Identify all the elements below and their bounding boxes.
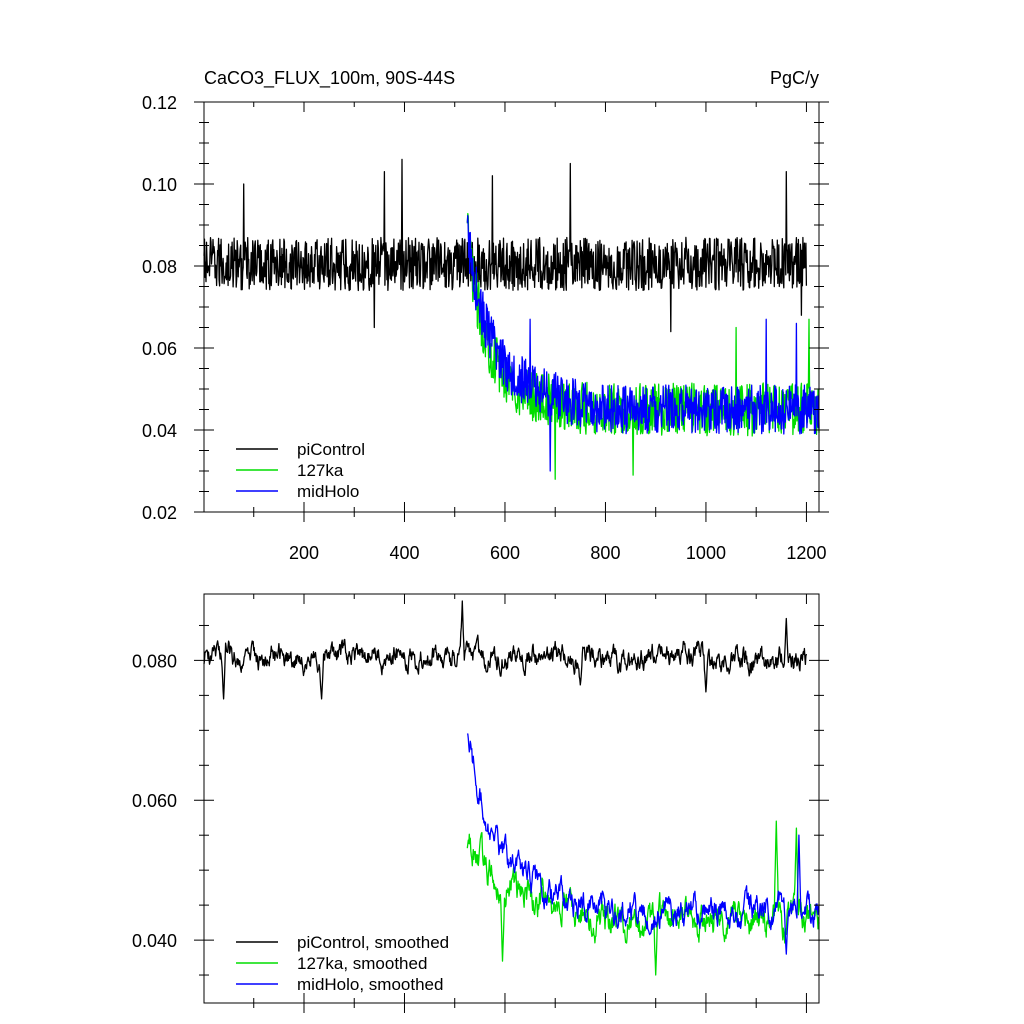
legend: piControl, smoothed 127ka, smoothed midHol… <box>236 933 449 994</box>
y-tick-label: 0.080 <box>132 651 177 671</box>
series-line-picontrol <box>203 158 808 333</box>
legend-label: 127ka, smoothed <box>297 954 427 973</box>
plot-frame <box>203 593 820 1004</box>
legend-label: midHolo <box>297 482 359 501</box>
series-line-127ka-smoothed <box>466 820 820 976</box>
x-tick-label: 1000 <box>686 543 726 563</box>
x-tick-label: 600 <box>490 543 520 563</box>
x-tick-label: 400 <box>389 543 419 563</box>
series-line-midholo-smoothed <box>466 733 820 955</box>
y-tick-label: 0.060 <box>132 791 177 811</box>
units-label: PgC/y <box>770 68 819 88</box>
y-tick-label: 0.040 <box>132 931 177 951</box>
legend-label: midHolo, smoothed <box>297 975 443 994</box>
legend-label: 127ka <box>297 461 344 480</box>
x-tick-label: 1200 <box>786 543 826 563</box>
panel-raw: 200 400 600 800 1000 1200 0.02 0.04 0.06 0.08 0.10… <box>142 93 829 563</box>
axis-ticks: 200 400 600 800 1000 1200 0.02 0.04 0.06 0.08 0.10… <box>142 93 829 563</box>
chart-title: CaCO3_FLUX_100m, 90S-44S <box>204 68 455 89</box>
series-line-picontrol-smoothed <box>203 600 808 700</box>
series-lines <box>203 600 820 976</box>
series-line-midholo <box>466 214 820 472</box>
panel-smoothed: 0.040 0.060 0.080 piControl, smoothed 127ka… <box>132 593 829 1013</box>
legend-label: piControl <box>297 440 365 459</box>
legend: piControl 127ka midHolo <box>236 440 365 501</box>
y-tick-label: 0.04 <box>142 421 177 441</box>
y-tick-label: 0.08 <box>142 257 177 277</box>
y-tick-label: 0.02 <box>142 503 177 523</box>
series-lines <box>203 158 820 480</box>
x-tick-label: 200 <box>289 543 319 563</box>
y-tick-label: 0.06 <box>142 339 177 359</box>
y-tick-label: 0.10 <box>142 175 177 195</box>
axis-ticks: 0.040 0.060 0.080 <box>132 594 829 1013</box>
x-tick-label: 800 <box>590 543 620 563</box>
legend-label: piControl, smoothed <box>297 933 449 952</box>
y-tick-label: 0.12 <box>142 93 177 113</box>
